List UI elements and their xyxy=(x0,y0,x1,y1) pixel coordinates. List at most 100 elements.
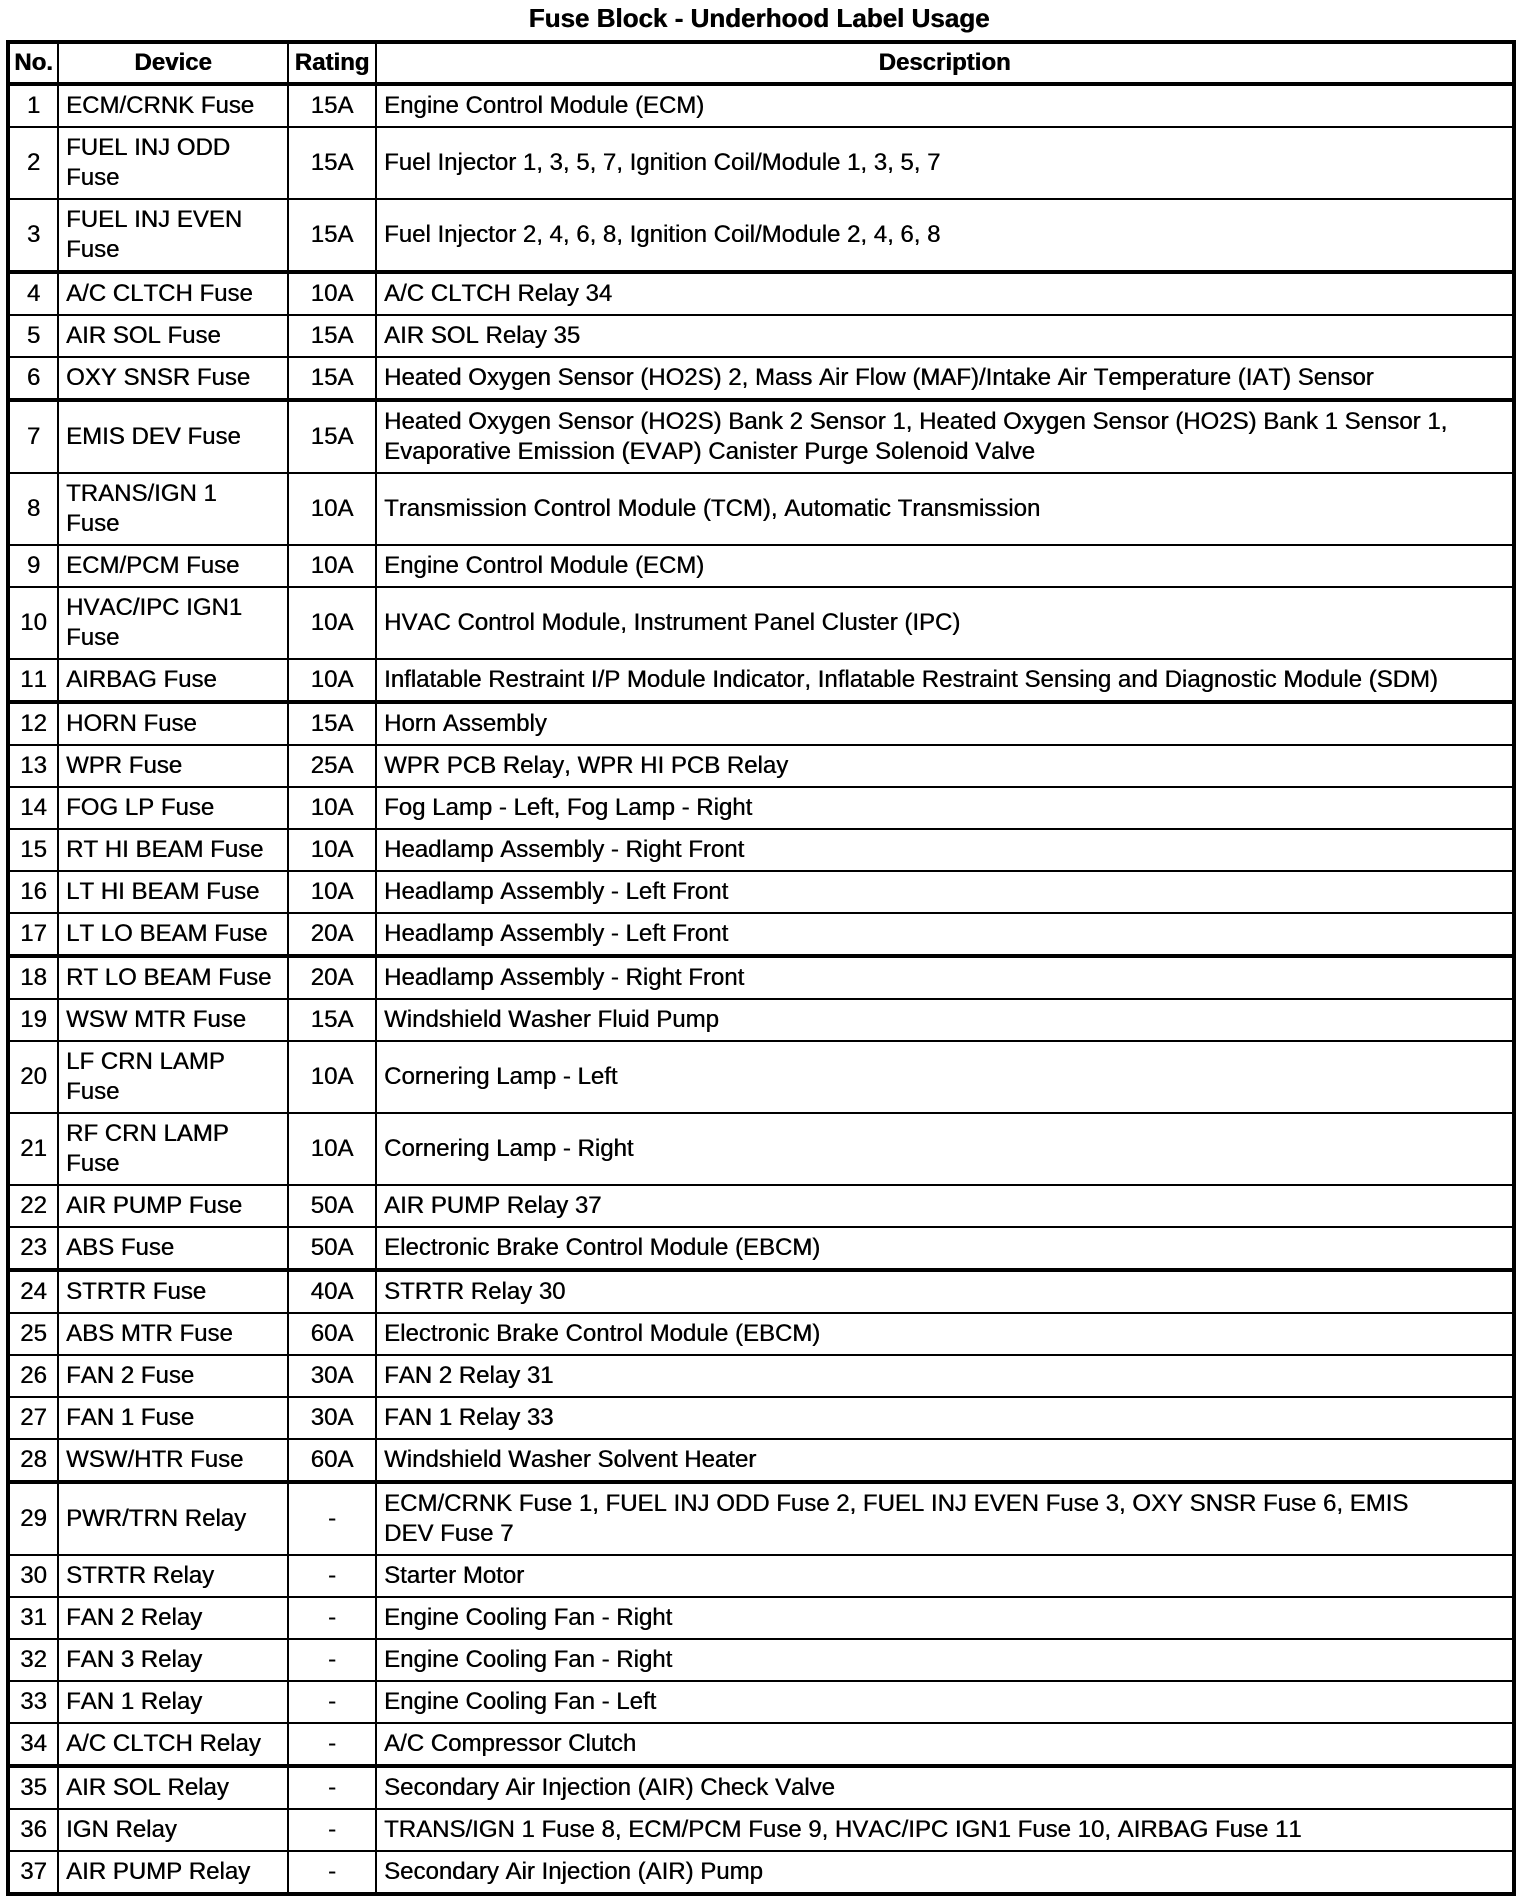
device-label: FAN 2 Relay xyxy=(66,1604,203,1631)
description-cell: Starter Motor xyxy=(375,1554,1515,1598)
description-cell: Secondary Air Injection (AIR) Check Valv… xyxy=(375,1764,1515,1810)
rating-cell: 25A xyxy=(287,744,377,788)
table-row: 35 AIR SOL Relay - Secondary Air Injecti… xyxy=(7,1764,1515,1810)
table-row: 10 HVAC/IPC IGN1 Fuse 10A HVAC Control M… xyxy=(7,586,1515,660)
device-cell: WSW/HTR Fuse xyxy=(57,1438,289,1483)
table-row: 32 FAN 3 Relay - Engine Cooling Fan - Ri… xyxy=(7,1638,1515,1682)
row-number-cell: 17 xyxy=(7,912,59,957)
device-label: LF CRN LAMP Fuse xyxy=(66,1048,225,1105)
description-cell: Engine Control Module (ECM) xyxy=(375,544,1515,588)
description-label: STRTR Relay 30 xyxy=(384,1278,566,1305)
page-title: Fuse Block - Underhood Label Usage xyxy=(528,3,990,33)
device-cell: ECM/CRNK Fuse xyxy=(57,83,289,128)
rating-cell: 10A xyxy=(287,472,377,546)
device-cell: IGN Relay xyxy=(57,1808,289,1852)
device-label: LT LO BEAM Fuse xyxy=(66,920,268,947)
description-cell: Engine Cooling Fan - Right xyxy=(375,1596,1515,1640)
rating-cell: 10A xyxy=(287,1112,377,1186)
header-no: No. xyxy=(7,41,59,86)
table-row: 13 WPR Fuse 25A WPR PCB Relay, WPR HI PC… xyxy=(7,744,1515,788)
device-cell: ECM/PCM Fuse xyxy=(57,544,289,588)
device-cell: A/C CLTCH Relay xyxy=(57,1722,289,1767)
device-cell: AIR SOL Fuse xyxy=(57,314,289,358)
device-cell: AIR PUMP Relay xyxy=(57,1850,289,1895)
rating-cell: 10A xyxy=(287,270,377,316)
device-cell: STRTR Relay xyxy=(57,1554,289,1598)
description-label: Fuel Injector 1, 3, 5, 7, Ignition Coil/… xyxy=(384,149,941,176)
table-row: 14 FOG LP Fuse 10A Fog Lamp - Left, Fog … xyxy=(7,786,1515,830)
rating-cell: 15A xyxy=(287,998,377,1042)
rating-cell: - xyxy=(287,1596,377,1640)
device-cell: LT LO BEAM Fuse xyxy=(57,912,289,957)
table-row: 7 EMIS DEV Fuse 15A Heated Oxygen Sensor… xyxy=(7,398,1515,474)
row-number-cell: 13 xyxy=(7,744,59,788)
device-cell: LT HI BEAM Fuse xyxy=(57,870,289,914)
description-label: A/C Compressor Clutch xyxy=(384,1730,637,1757)
device-cell: FAN 3 Relay xyxy=(57,1638,289,1682)
rating-cell: 10A xyxy=(287,586,377,660)
table-row: 20 LF CRN LAMP Fuse 10A Cornering Lamp -… xyxy=(7,1040,1515,1114)
description-cell: Horn Assembly xyxy=(375,700,1515,746)
description-cell: Headlamp Assembly - Left Front xyxy=(375,870,1515,914)
device-label: OXY SNSR Fuse xyxy=(66,364,251,391)
table-row: 4 A/C CLTCH Fuse 10A A/C CLTCH Relay 34 xyxy=(7,270,1515,316)
row-number-cell: 5 xyxy=(7,314,59,358)
device-label: ECM/CRNK Fuse xyxy=(66,92,255,119)
row-number-cell: 30 xyxy=(7,1554,59,1598)
device-label: AIR PUMP Relay xyxy=(66,1858,251,1885)
description-label: Headlamp Assembly - Left Front xyxy=(384,878,729,905)
row-number-cell: 23 xyxy=(7,1226,59,1271)
device-label: FUEL INJ ODD Fuse xyxy=(66,134,231,191)
table-row: 24 STRTR Fuse 40A STRTR Relay 30 xyxy=(7,1268,1515,1314)
table-row: 18 RT LO BEAM Fuse 20A Headlamp Assembly… xyxy=(7,954,1515,1000)
description-label: Fuel Injector 2, 4, 6, 8, Ignition Coil/… xyxy=(384,221,941,248)
description-cell: ECM/CRNK Fuse 1, FUEL INJ ODD Fuse 2, FU… xyxy=(375,1480,1515,1556)
device-label: FAN 1 Fuse xyxy=(66,1404,195,1431)
description-cell: Windshield Washer Solvent Heater xyxy=(375,1438,1515,1483)
device-label: PWR/TRN Relay xyxy=(66,1505,247,1532)
row-number-cell: 25 xyxy=(7,1312,59,1356)
description-label: Heated Oxygen Sensor (HO2S) Bank 2 Senso… xyxy=(384,408,1448,465)
row-number-cell: 34 xyxy=(7,1722,59,1767)
device-cell: ABS Fuse xyxy=(57,1226,289,1271)
table-row: 33 FAN 1 Relay - Engine Cooling Fan - Le… xyxy=(7,1680,1515,1724)
table-row: 3 FUEL INJ EVEN Fuse 15A Fuel Injector 2… xyxy=(7,198,1515,273)
rating-cell: 15A xyxy=(287,398,377,474)
table-row: 22 AIR PUMP Fuse 50A AIR PUMP Relay 37 xyxy=(7,1184,1515,1228)
description-label: Engine Cooling Fan - Right xyxy=(384,1604,673,1631)
rating-cell: 10A xyxy=(287,786,377,830)
description-label: Inflatable Restraint I/P Module Indicato… xyxy=(384,666,1438,693)
rating-cell: - xyxy=(287,1554,377,1598)
rating-cell: 15A xyxy=(287,700,377,746)
description-label: HVAC Control Module, Instrument Panel Cl… xyxy=(384,609,961,636)
row-number-cell: 19 xyxy=(7,998,59,1042)
row-number-cell: 35 xyxy=(7,1764,59,1810)
description-cell: Engine Cooling Fan - Right xyxy=(375,1638,1515,1682)
description-cell: STRTR Relay 30 xyxy=(375,1268,1515,1314)
header-description: Description xyxy=(375,41,1515,86)
table-row: 21 RF CRN LAMP Fuse 10A Cornering Lamp -… xyxy=(7,1112,1515,1186)
header-device: Device xyxy=(57,41,289,86)
table-row: 25 ABS MTR Fuse 60A Electronic Brake Con… xyxy=(7,1312,1515,1356)
table-row: 34 A/C CLTCH Relay - A/C Compressor Clut… xyxy=(7,1722,1515,1767)
description-label: Engine Cooling Fan - Left xyxy=(384,1688,657,1715)
table-row: 5 AIR SOL Fuse 15A AIR SOL Relay 35 xyxy=(7,314,1515,358)
row-number-cell: 16 xyxy=(7,870,59,914)
description-cell: A/C Compressor Clutch xyxy=(375,1722,1515,1767)
description-cell: Engine Cooling Fan - Left xyxy=(375,1680,1515,1724)
description-cell: Engine Control Module (ECM) xyxy=(375,83,1515,128)
device-label: A/C CLTCH Fuse xyxy=(66,280,253,307)
device-cell: FUEL INJ ODD Fuse xyxy=(57,126,289,200)
table-row: 17 LT LO BEAM Fuse 20A Headlamp Assembly… xyxy=(7,912,1515,957)
device-cell: RT LO BEAM Fuse xyxy=(57,954,289,1000)
device-label: TRANS/IGN 1 Fuse xyxy=(66,480,217,537)
row-number-cell: 7 xyxy=(7,398,59,474)
description-cell: AIR PUMP Relay 37 xyxy=(375,1184,1515,1228)
description-cell: Fuel Injector 2, 4, 6, 8, Ignition Coil/… xyxy=(375,198,1515,273)
description-label: Windshield Washer Fluid Pump xyxy=(384,1006,719,1033)
row-number-cell: 22 xyxy=(7,1184,59,1228)
rating-cell: - xyxy=(287,1722,377,1767)
rating-cell: 50A xyxy=(287,1226,377,1271)
table-row: 37 AIR PUMP Relay - Secondary Air Inject… xyxy=(7,1850,1515,1895)
row-number-cell: 8 xyxy=(7,472,59,546)
